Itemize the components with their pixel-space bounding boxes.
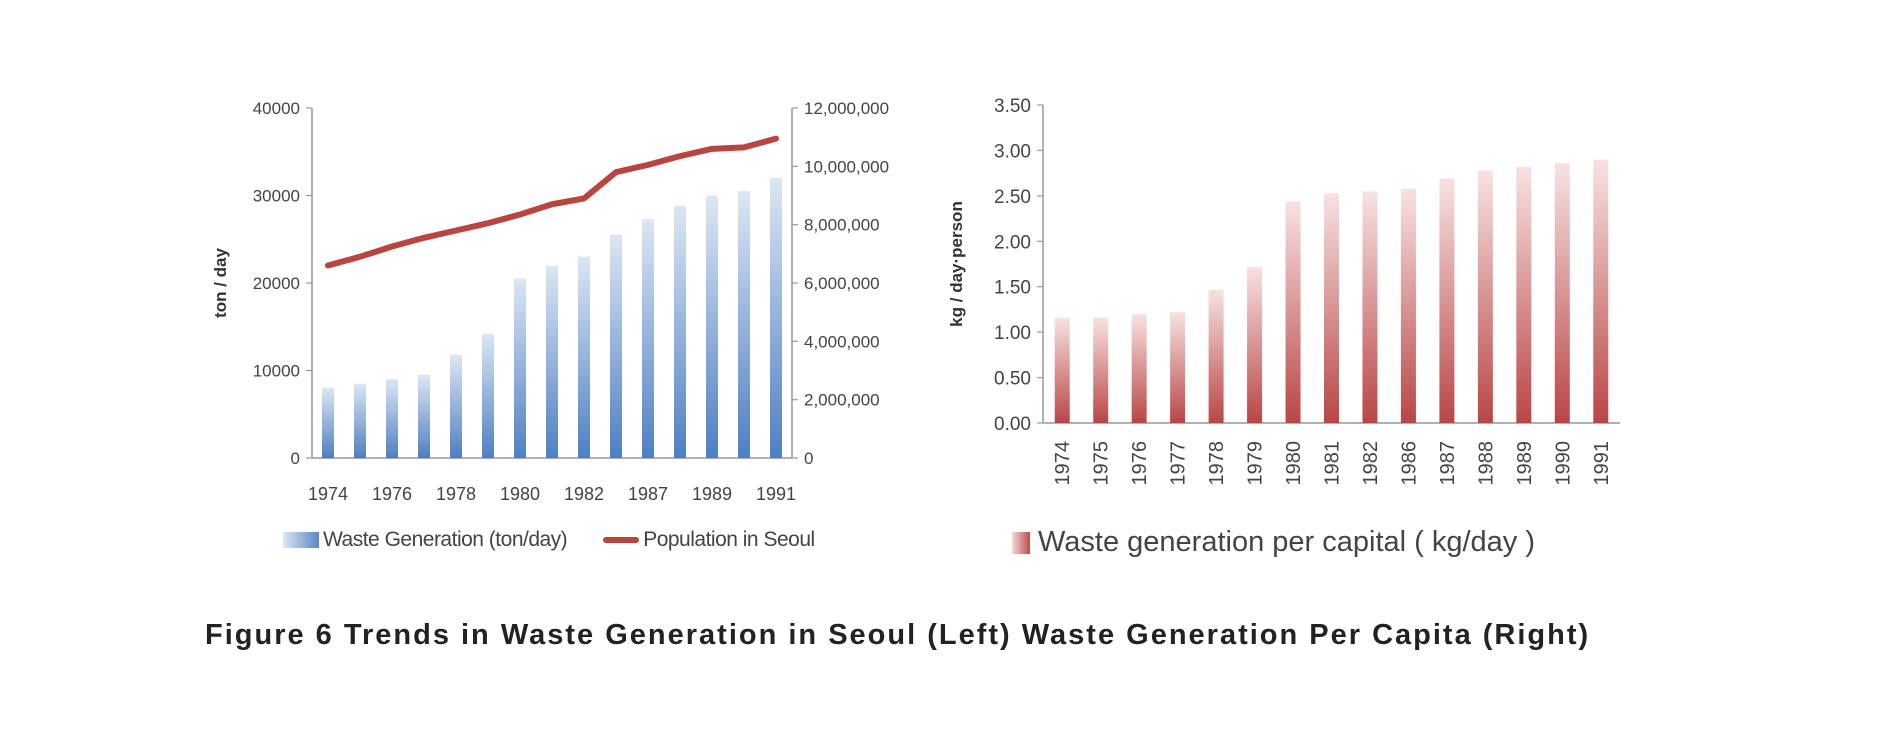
right-y-axis-title: kg / day·person [947,201,966,327]
waste-generation-bar [770,178,782,458]
per-capita-bar [1593,159,1609,423]
waste-generation-bar [354,383,366,458]
per-capita-legend-swatch [1012,531,1030,554]
per-capita-bar [1285,201,1301,423]
right-y-tick-label: 3.00 [994,141,1031,162]
left-y2-tick-label: 12,000,000 [804,99,889,118]
per-capita-bar [1170,312,1186,423]
left-x-tick-label: 1978 [436,484,476,504]
waste-generation-bar [642,219,654,458]
left-x-tick-label: 1991 [756,484,796,504]
left-y-axis-title: ton / day [211,248,230,318]
right-y-tick-label: 3.50 [994,96,1031,117]
right-x-tick-label: 1986 [1398,441,1420,486]
left-y-tick-label: 0 [291,449,300,468]
waste-generation-bar [322,388,334,458]
left-y2-tick-label: 10,000,000 [804,157,889,176]
left-y2-tick-label: 4,000,000 [804,332,880,351]
per-capita-bar [1554,163,1570,424]
per-capita-bar [1324,193,1339,423]
per-capita-bar [1131,313,1147,423]
per-capita-bar [1400,188,1416,423]
right-x-tick-label: 1980 [1283,441,1305,486]
right-y-tick-label: 1.00 [994,323,1031,344]
per-capita-bar [1054,317,1070,423]
right-x-tick-label: 1990 [1552,441,1574,486]
left-y-tick-label: 30000 [253,187,300,206]
left-y-tick-label: 40000 [253,99,300,118]
waste-generation-legend-swatch [283,532,319,548]
population-legend-swatch [603,537,640,543]
left-x-tick-label: 1974 [308,484,348,504]
waste-generation-bar [610,234,622,458]
left-x-tick-label: 1987 [628,484,668,504]
waste-generation-bar [578,256,590,458]
right-x-tick-label: 1991 [1591,441,1613,486]
right-x-tick-label: 1987 [1437,441,1459,486]
per-capita-bar [1439,178,1455,423]
left-chart: 0 10000 20000 30000 40000 0 2,000,000 4,000,000… [211,99,889,504]
waste-generation-bar [674,206,686,458]
left-y2-tick-label: 2,000,000 [804,391,880,410]
right-x-tick-label: 1988 [1475,441,1497,486]
waste-generation-bar [738,191,750,458]
waste-generation-bar [418,374,430,458]
right-y-tick-label: 2.00 [994,232,1031,253]
right-x-tick-label: 1989 [1514,441,1536,486]
right-chart: 0.00 0.50 1.00 1.50 2.00 2.50 3.00 3.50 1974 1975… [947,96,1620,486]
left-chart-legend: Waste Generation (ton/day) Population in… [283,528,815,552]
waste-generation-bar [482,333,494,458]
waste-generation-bar [514,278,526,458]
left-y2-tick-label: 0 [804,449,813,468]
left-y-tick-label: 10000 [253,362,300,381]
right-x-tick-label: 1979 [1245,441,1267,486]
waste-generation-bar [450,354,462,458]
left-y-tick-label: 20000 [253,274,300,293]
left-x-tick-label: 1982 [564,484,604,504]
per-capita-bar [1247,266,1263,423]
waste-generation-legend-label: Waste Generation (ton/day) [323,528,568,551]
left-x-tick-label: 1980 [500,484,540,504]
population-line [325,135,779,269]
per-capita-legend-label: Waste generation per capital ( kg/day ) [1038,526,1536,558]
left-x-tick-label: 1976 [372,484,412,504]
right-y-tick-label: 1.50 [994,278,1031,299]
left-y2-tick-label: 6,000,000 [804,274,880,293]
right-x-tick-label: 1976 [1129,441,1151,486]
left-x-tick-label: 1989 [692,484,732,504]
right-x-tick-label: 1982 [1360,441,1382,486]
per-capita-bar [1477,170,1493,423]
per-capita-bar [1208,289,1224,423]
right-y-tick-label: 2.50 [994,187,1031,208]
right-x-tick-label: 1974 [1052,441,1074,486]
right-chart-legend: Waste generation per capital ( kg/day ) [1012,526,1535,559]
waste-generation-bar [546,265,558,458]
right-y-tick-label: 0.00 [994,414,1031,435]
per-capita-bar [1362,191,1378,423]
population-legend-label: Population in Seoul [643,528,815,551]
right-x-tick-label: 1977 [1168,441,1190,486]
right-x-tick-label: 1975 [1091,441,1113,486]
left-y2-tick-label: 8,000,000 [804,216,880,235]
waste-generation-bar [386,379,398,458]
per-capita-bar [1093,317,1109,423]
right-y-tick-label: 0.50 [994,369,1031,390]
right-x-tick-label: 1981 [1322,441,1344,486]
waste-generation-bar [706,195,718,458]
right-x-tick-label: 1978 [1206,441,1228,486]
figure-caption: Figure 6 Trends in Waste Generation in S… [205,619,1591,651]
per-capita-bar [1516,166,1532,424]
